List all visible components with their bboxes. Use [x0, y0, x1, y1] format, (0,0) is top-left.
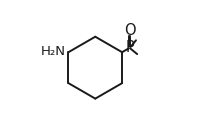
Text: H₂N: H₂N [40, 45, 65, 58]
Text: P: P [125, 40, 134, 55]
Text: O: O [124, 23, 135, 38]
